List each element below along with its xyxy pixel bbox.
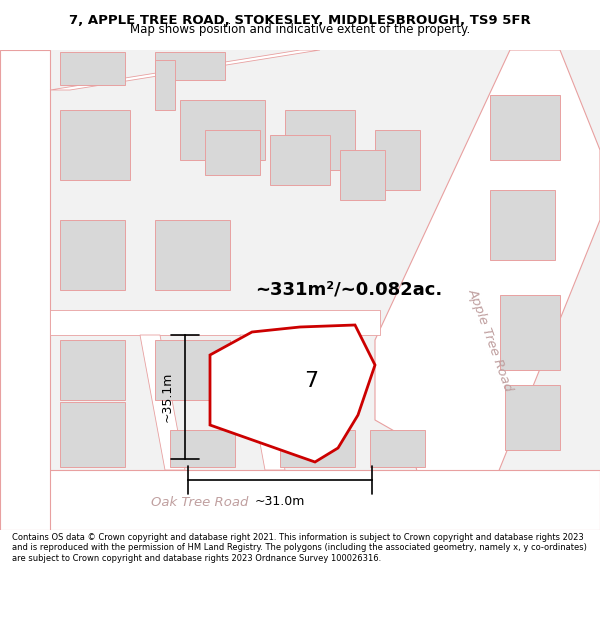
Text: Oak Tree Road: Oak Tree Road (151, 496, 248, 509)
Polygon shape (60, 402, 125, 467)
Polygon shape (490, 95, 560, 160)
Text: Apple Tree Road: Apple Tree Road (465, 287, 515, 393)
Polygon shape (285, 110, 355, 170)
Polygon shape (375, 50, 600, 530)
Polygon shape (280, 430, 355, 467)
Polygon shape (170, 430, 235, 467)
Polygon shape (240, 335, 285, 470)
Polygon shape (0, 50, 50, 530)
Text: Map shows position and indicative extent of the property.: Map shows position and indicative extent… (130, 23, 470, 36)
Polygon shape (155, 340, 230, 400)
Text: ~35.1m: ~35.1m (161, 372, 173, 423)
Polygon shape (140, 335, 185, 470)
Polygon shape (0, 50, 600, 530)
Polygon shape (50, 310, 380, 335)
Text: ~331m²/~0.082ac.: ~331m²/~0.082ac. (255, 281, 442, 299)
Text: Contains OS data © Crown copyright and database right 2021. This information is : Contains OS data © Crown copyright and d… (12, 533, 587, 562)
Polygon shape (205, 130, 260, 175)
Polygon shape (210, 325, 375, 462)
Polygon shape (155, 60, 175, 110)
Polygon shape (270, 135, 330, 185)
Polygon shape (370, 430, 425, 467)
Polygon shape (505, 385, 560, 450)
Polygon shape (490, 190, 555, 260)
Polygon shape (340, 150, 385, 200)
Polygon shape (50, 50, 320, 90)
Text: 7: 7 (304, 371, 318, 391)
Text: ~31.0m: ~31.0m (255, 495, 305, 508)
Polygon shape (60, 220, 125, 290)
Text: 7, APPLE TREE ROAD, STOKESLEY, MIDDLESBROUGH, TS9 5FR: 7, APPLE TREE ROAD, STOKESLEY, MIDDLESBR… (69, 14, 531, 27)
Polygon shape (500, 295, 560, 370)
Polygon shape (155, 220, 230, 290)
Polygon shape (60, 340, 125, 400)
Polygon shape (60, 110, 130, 180)
Polygon shape (0, 470, 600, 530)
Polygon shape (375, 130, 420, 190)
Polygon shape (155, 52, 225, 80)
Polygon shape (60, 52, 125, 85)
Polygon shape (180, 100, 265, 160)
